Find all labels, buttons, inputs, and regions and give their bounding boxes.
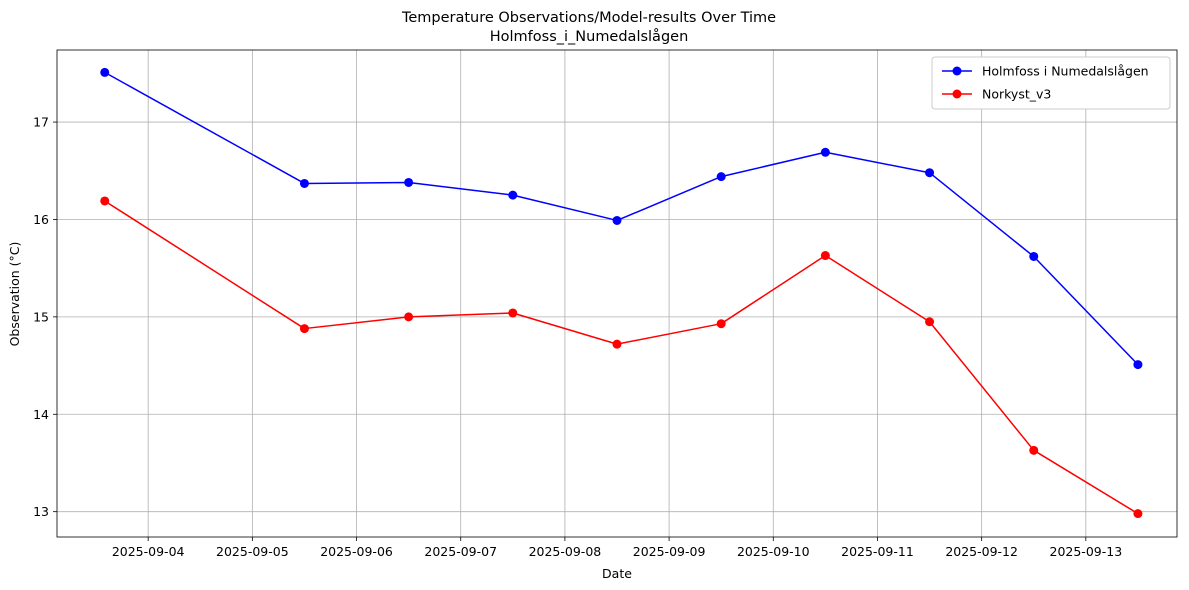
series-0-point [1133, 360, 1143, 370]
y-tick-label: 14 [33, 407, 49, 422]
y-tick-label: 17 [33, 115, 49, 130]
series-0-point [508, 190, 518, 200]
y-tick-label: 15 [33, 309, 49, 324]
legend-label-norkyst: Norkyst_v3 [982, 87, 1051, 102]
series-line-0 [104, 71, 1139, 366]
series-1-point [1133, 509, 1143, 519]
series-line-1 [104, 200, 1139, 515]
x-tick-label: 2025-09-12 [945, 544, 1018, 559]
grid-lines [57, 50, 1177, 537]
series-1-point [299, 324, 309, 334]
series-0-point [925, 168, 935, 178]
x-tick-label: 2025-09-09 [633, 544, 706, 559]
x-tick-label: 2025-09-04 [112, 544, 185, 559]
y-axis-label: Observation (°C) [7, 242, 22, 347]
y-tick-label: 16 [33, 212, 49, 227]
chart-title: Temperature Observations/Model-results O… [401, 10, 776, 26]
series-1-point [716, 319, 726, 329]
series-0-point [100, 67, 110, 77]
legend: Holmfoss i Numedalslågen Norkyst_v3 [931, 56, 1171, 110]
series-0-point [404, 177, 414, 187]
legend-marker-norkyst [952, 89, 962, 99]
series-1-point [508, 308, 518, 318]
legend-box [931, 56, 1171, 110]
series-1-point [404, 312, 414, 322]
x-tick-label: 2025-09-11 [841, 544, 914, 559]
plot-frame [56, 49, 1178, 538]
y-tick-label: 13 [33, 504, 49, 519]
x-tick-label: 2025-09-08 [529, 544, 602, 559]
x-tick-label: 2025-09-05 [216, 544, 289, 559]
chart-subtitle: Holmfoss_i_Numedalslågen [490, 28, 689, 45]
axis-ticks: 2025-09-04 2025-09-05 2025-09-06 2025-09-07… [33, 115, 1122, 559]
x-axis-label: Date [602, 566, 632, 581]
x-tick-label: 2025-09-13 [1050, 544, 1123, 559]
series-0-point [299, 178, 309, 188]
x-tick-label: 2025-09-07 [424, 544, 497, 559]
series-1-point [100, 196, 110, 206]
series-1-point [612, 339, 622, 349]
legend-marker-holmfoss [952, 66, 962, 76]
x-tick-label: 2025-09-10 [737, 544, 810, 559]
series-group [100, 67, 1143, 519]
series-1-point [820, 251, 830, 261]
legend-label-holmfoss: Holmfoss i Numedalslågen [982, 64, 1149, 79]
series-0-point [820, 147, 830, 157]
x-tick-label: 2025-09-06 [320, 544, 393, 559]
series-0-point [612, 215, 622, 225]
series-0-point [716, 172, 726, 182]
series-1-point [1029, 445, 1039, 455]
series-1-point [925, 317, 935, 327]
series-0-point [1029, 251, 1039, 261]
